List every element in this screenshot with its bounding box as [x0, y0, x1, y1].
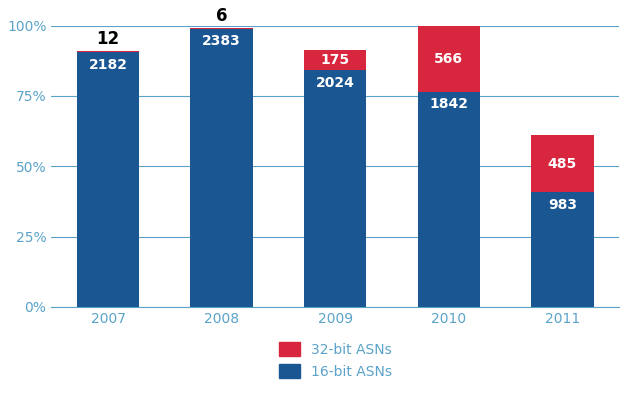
Bar	[418, 92, 480, 307]
Bar	[304, 50, 366, 71]
Text: 2383: 2383	[202, 34, 241, 48]
Bar	[304, 71, 366, 307]
Legend: 32-bit ASNs, 16-bit ASNs: 32-bit ASNs, 16-bit ASNs	[273, 337, 398, 384]
Text: 6: 6	[216, 7, 227, 25]
Text: 983: 983	[548, 198, 577, 212]
Text: 485: 485	[548, 157, 577, 171]
Bar	[531, 135, 593, 192]
Bar	[77, 51, 140, 52]
Bar	[190, 28, 253, 307]
Text: 2182: 2182	[89, 57, 128, 72]
Text: 1842: 1842	[429, 97, 468, 111]
Text: 2024: 2024	[316, 76, 354, 90]
Text: 175: 175	[321, 53, 350, 67]
Bar	[77, 52, 140, 307]
Text: 12: 12	[96, 30, 120, 48]
Bar	[418, 26, 480, 92]
Bar	[531, 192, 593, 307]
Text: 566: 566	[434, 51, 463, 66]
